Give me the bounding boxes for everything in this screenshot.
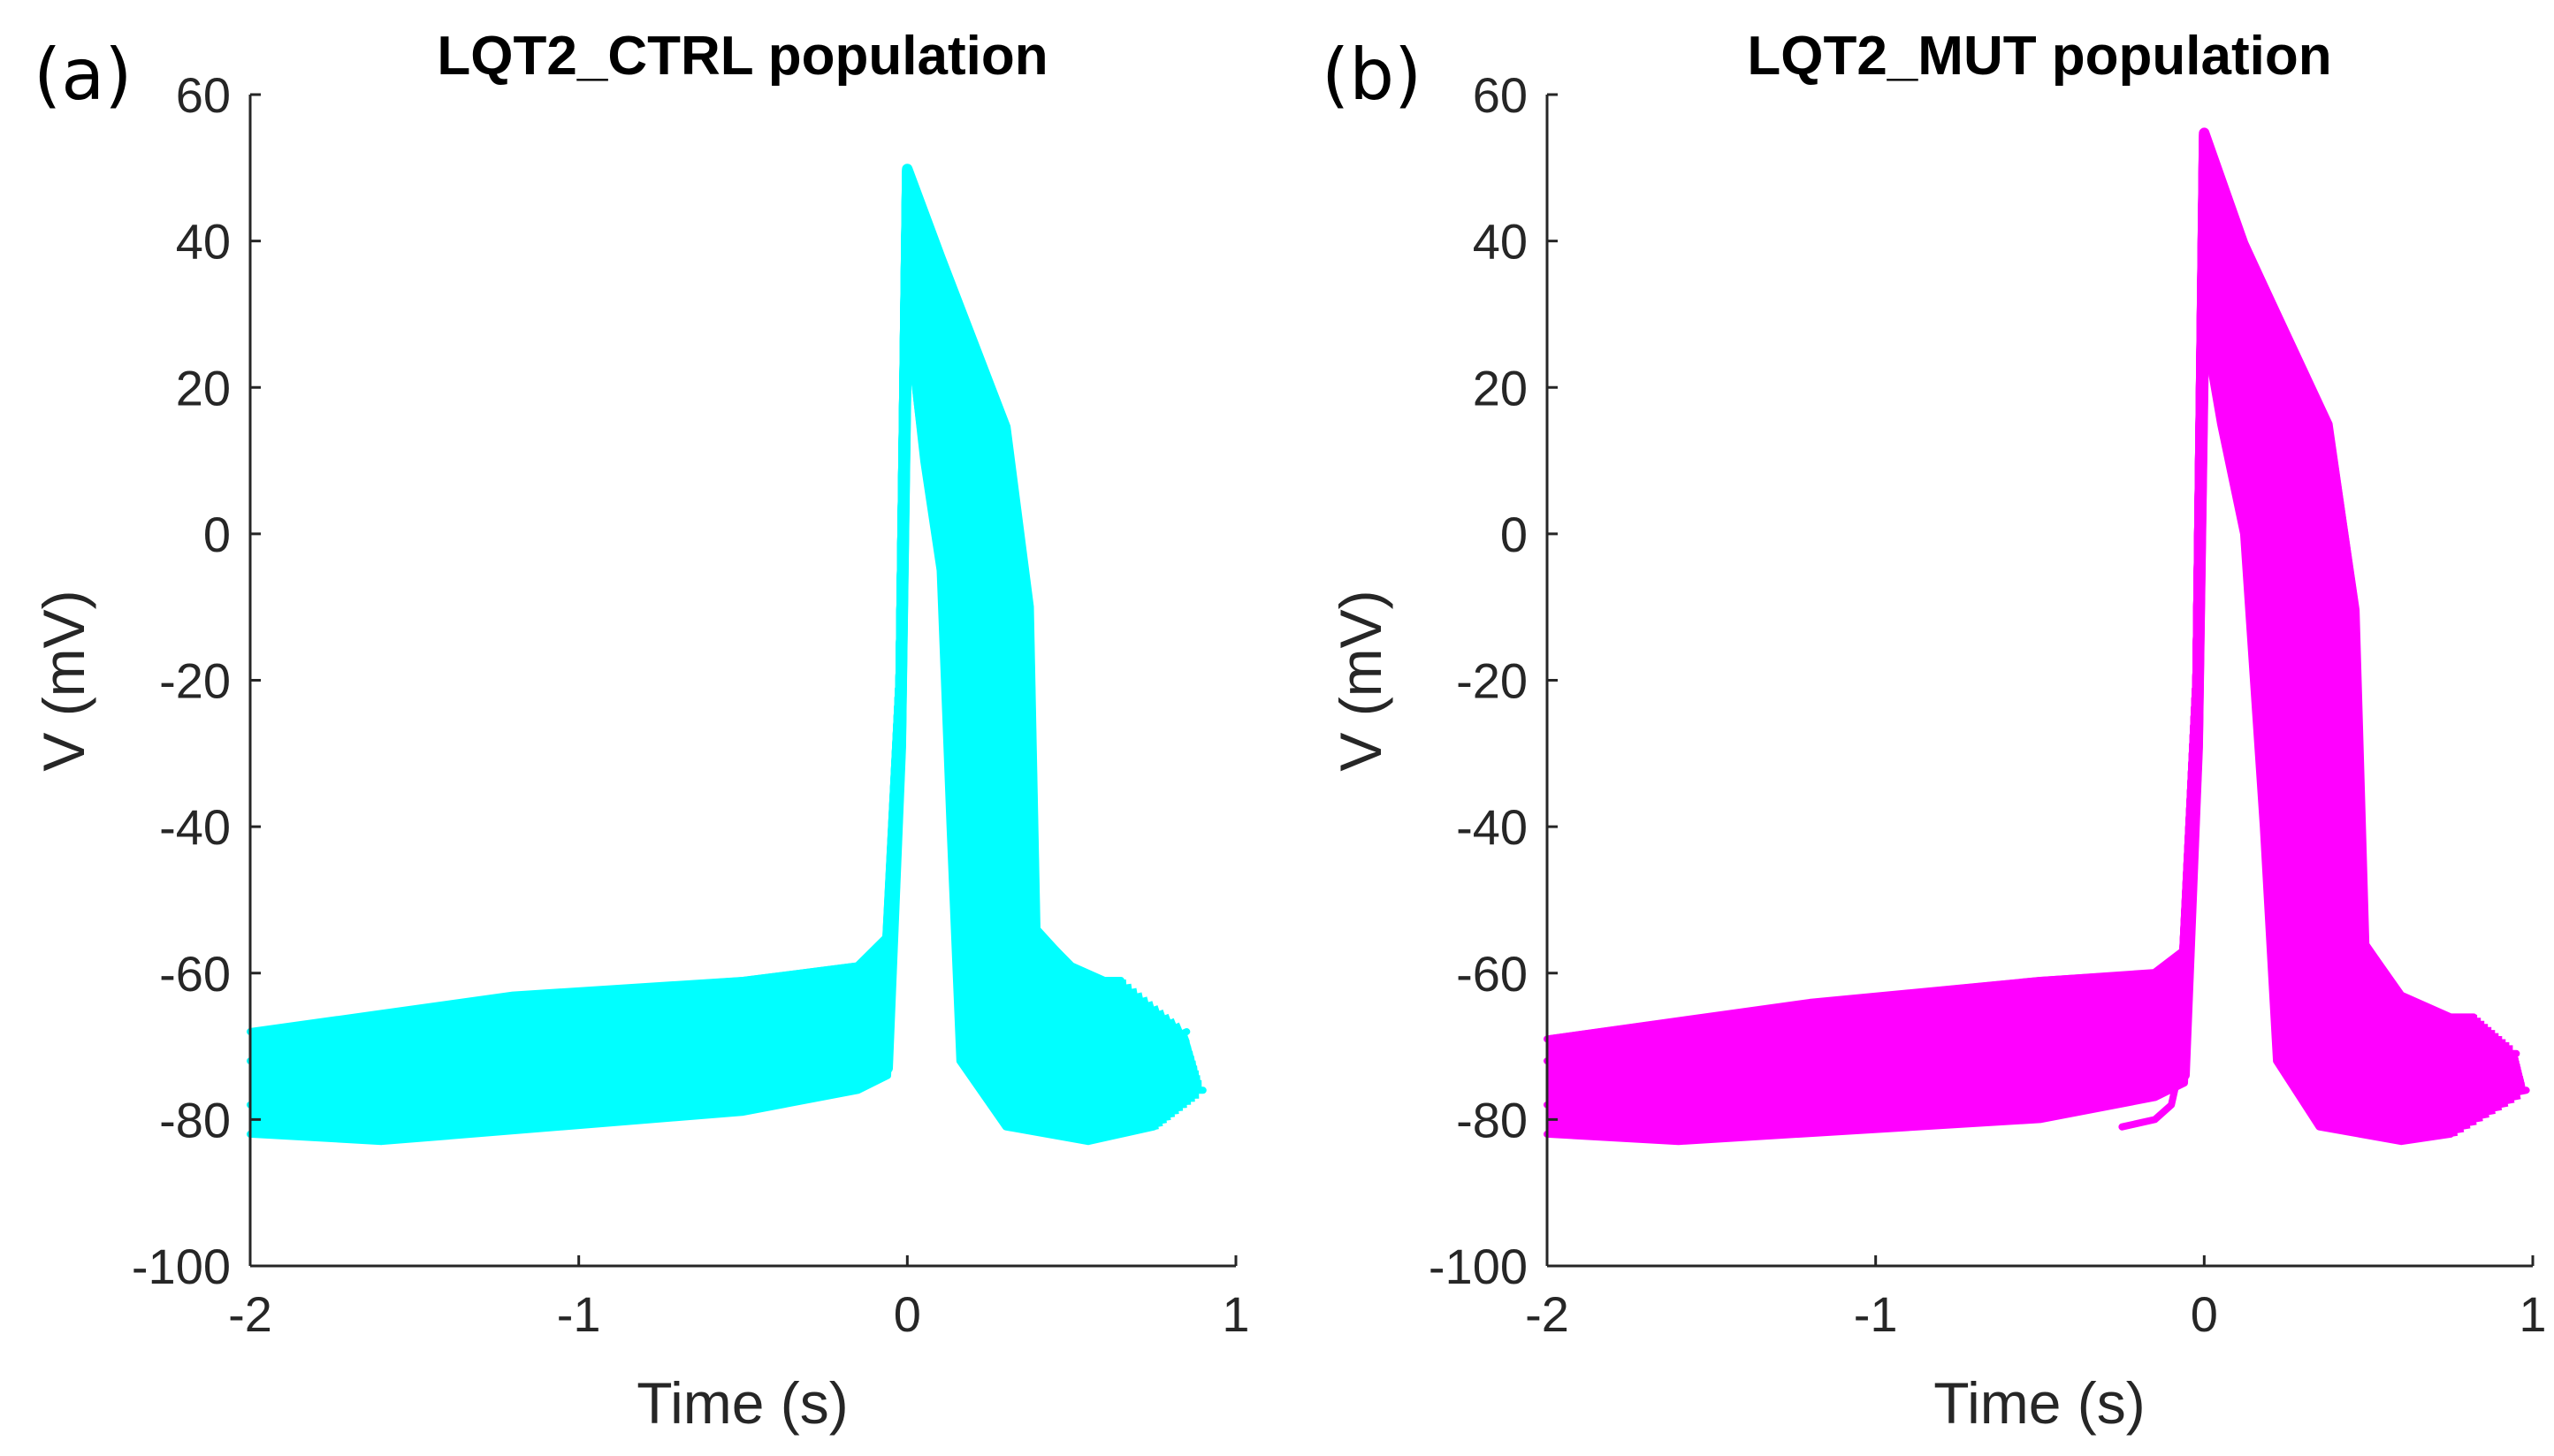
y-tick-label: 40 xyxy=(1473,214,1528,270)
trace-mid-upper xyxy=(247,179,1191,1065)
x-axis-label: Time (s) xyxy=(1933,1370,2146,1436)
y-tick-label: -20 xyxy=(1456,653,1528,709)
trace-mid-upper xyxy=(1544,149,2520,1065)
trace-lower xyxy=(1544,325,2455,1146)
panel-label: (b) xyxy=(1322,34,1422,116)
y-tick-label: -100 xyxy=(1429,1239,1528,1294)
x-tick-label: 1 xyxy=(1222,1286,1249,1342)
y-tick-label: -40 xyxy=(1456,799,1528,855)
y-tick-label: -80 xyxy=(1456,1092,1528,1147)
chart-title: LQT2_MUT population xyxy=(1747,26,2331,87)
y-axis-label: V (mV) xyxy=(31,590,96,771)
trace-fill xyxy=(1546,157,2520,1081)
x-tick-label: 0 xyxy=(894,1286,921,1342)
y-tick-label: 0 xyxy=(203,507,231,562)
y-tick-label: -20 xyxy=(159,653,231,709)
y-tick-label: -40 xyxy=(159,799,231,855)
plot-area: -2 -1 0 1 -100 -80 -60 -40 -20 0 20 40 60 xyxy=(1429,67,2547,1342)
x-tick-label: -1 xyxy=(1854,1286,1898,1342)
panel-a: (a) LQT2_CTRL population V (mV) Time (s)… xyxy=(31,26,1250,1436)
y-tick-label: -60 xyxy=(159,946,231,1002)
trace-fill xyxy=(249,179,1190,1071)
trace-fill xyxy=(1546,152,2519,1074)
y-tick-label: 0 xyxy=(1500,507,1528,562)
trace-fill xyxy=(1546,155,2520,1078)
trace-fill xyxy=(1546,164,2523,1093)
x-tick-label: -1 xyxy=(557,1286,601,1342)
y-axis-label: V (mV) xyxy=(1328,590,1393,771)
trace-mid-lower xyxy=(247,201,1207,1109)
y-tick-label: 20 xyxy=(1473,360,1528,415)
y-tick-label: 40 xyxy=(176,214,231,270)
trace-lower xyxy=(247,310,1158,1146)
x-tick-label: -2 xyxy=(1525,1286,1569,1342)
plot-area: -2 -1 0 1 -100 -80 -60 -40 -20 0 20 40 60 xyxy=(132,67,1250,1342)
y-tick-label: 20 xyxy=(176,360,231,415)
trace-fill xyxy=(1546,150,2518,1071)
y-tick-label: 60 xyxy=(1473,67,1528,123)
trace-fill xyxy=(249,180,1192,1074)
x-tick-label: -2 xyxy=(228,1286,272,1342)
y-tick-label: -60 xyxy=(1456,946,1528,1002)
panel-label: (a) xyxy=(34,34,132,116)
trace-fill xyxy=(1546,160,2521,1085)
x-tick-label: 0 xyxy=(2191,1286,2218,1342)
y-tick-label: 60 xyxy=(176,67,231,123)
panel-b: (b) LQT2_MUT population V (mV) Time (s) … xyxy=(1322,26,2547,1436)
trace-fill xyxy=(249,176,1184,1064)
trace-upper xyxy=(247,164,1125,1035)
y-tick-label: -80 xyxy=(159,1092,231,1147)
x-tick-label: 1 xyxy=(2519,1286,2546,1342)
trace-fill xyxy=(1546,167,2524,1096)
trace-short xyxy=(2118,1071,2182,1131)
chart-title: LQT2_CTRL population xyxy=(437,26,1048,87)
x-axis-label: Time (s) xyxy=(637,1370,849,1436)
trace-fill xyxy=(1546,162,2522,1088)
y-tick-label: -100 xyxy=(132,1239,231,1294)
trace-mid-lower xyxy=(1544,179,2530,1109)
trace-upper xyxy=(1544,127,2478,1043)
